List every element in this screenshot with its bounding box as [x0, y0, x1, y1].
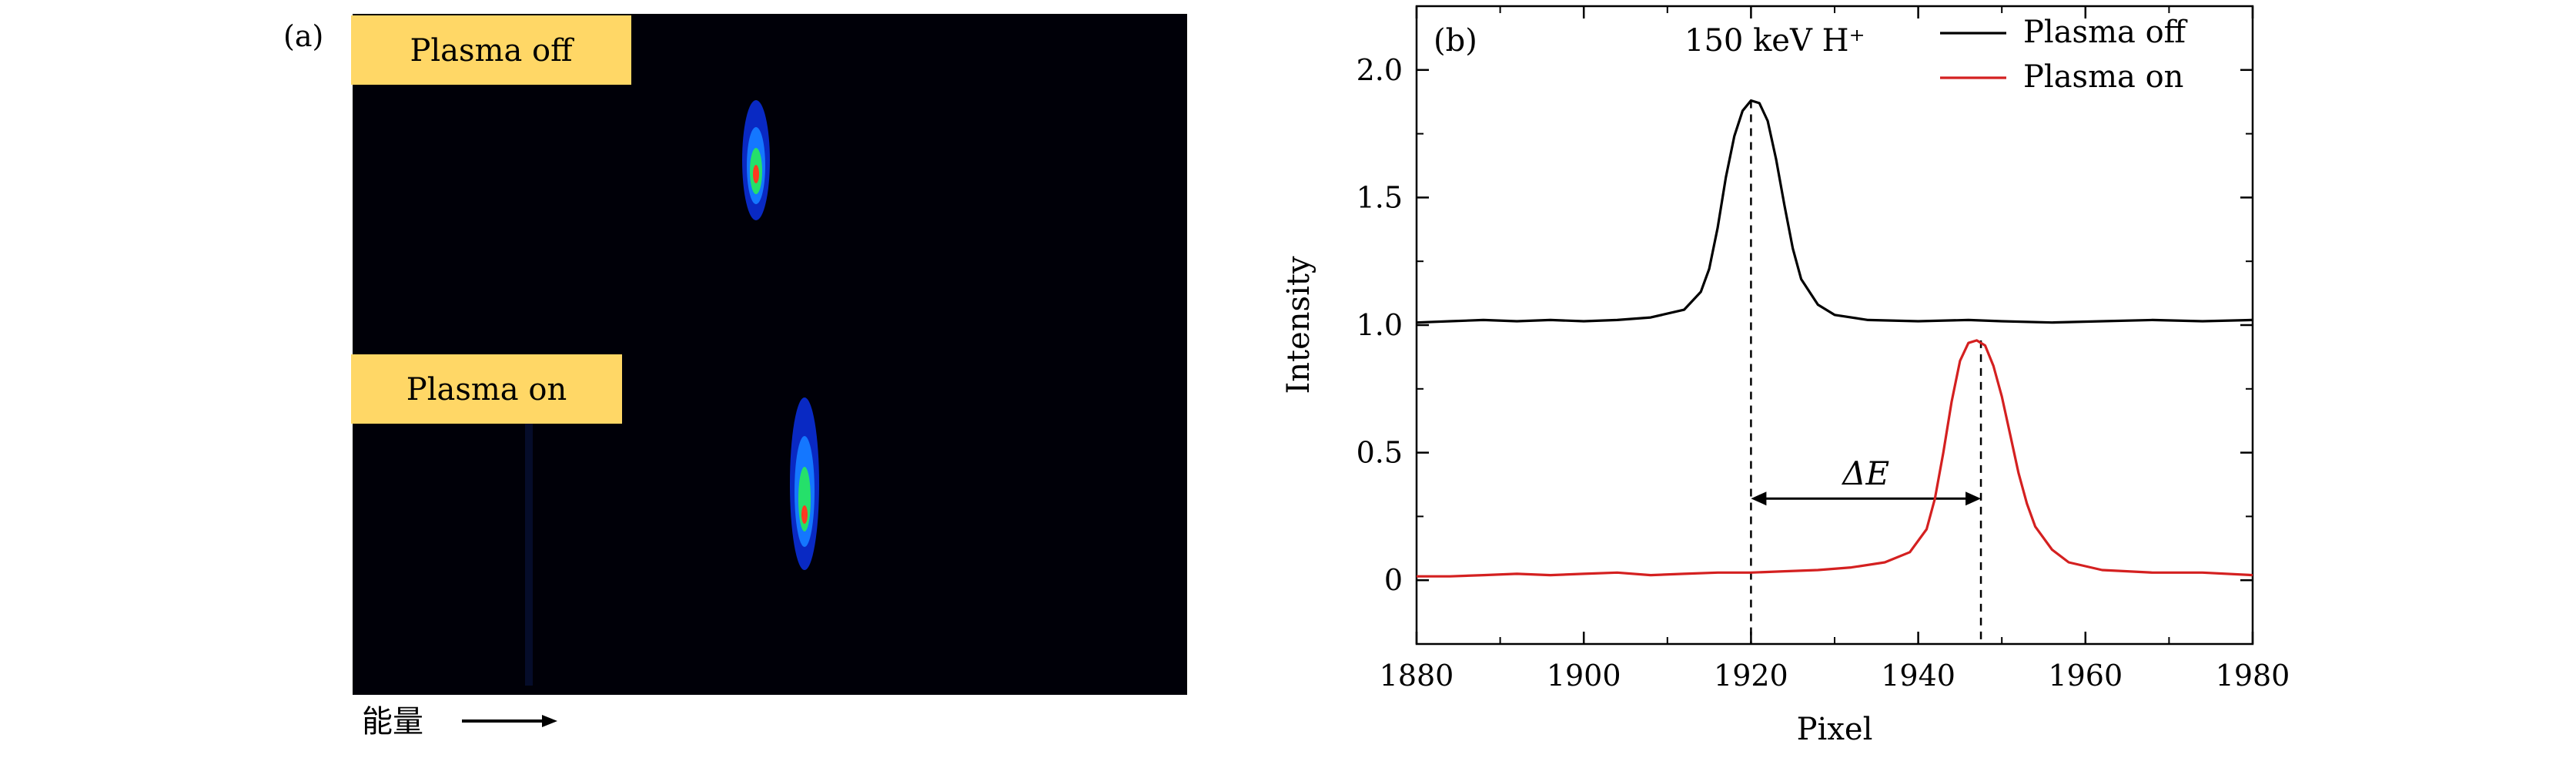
tag-plasma-off	[351, 15, 631, 85]
x-tick-label: 1920	[1714, 659, 1788, 693]
x-tick-label: 1980	[2216, 659, 2290, 693]
spot-plasma-off	[742, 100, 770, 220]
panel-a-label: (a)	[283, 19, 323, 53]
delta-arrowhead-left	[1751, 491, 1767, 506]
tag-plasma-off-text: Plasma off	[410, 33, 574, 69]
tag-plasma-on	[351, 354, 622, 424]
series-line-plasma-on	[1417, 339, 2253, 578]
x-tick-label: 1880	[1380, 659, 1454, 693]
legend: Plasma off Plasma on	[1940, 15, 2188, 95]
axis-tick-labels: 1880 1900 1920 1940 1960 1980 0 0.5 1.0 1.5 2.0	[1357, 53, 2290, 693]
y-axis-label: Intensity	[1281, 256, 1316, 394]
x-tick-label: 1960	[2048, 659, 2123, 693]
legend-entry: Plasma on	[2023, 59, 2183, 95]
x-tick-label: 1900	[1547, 659, 1621, 693]
x-tick-label: 1940	[1881, 659, 1955, 693]
beam-label: 150 keV H⁺	[1684, 23, 1865, 59]
series-line-plasma-off	[1416, 99, 2253, 324]
x-axis-label: Pixel	[1797, 712, 1873, 747]
legend-entry: Plasma off	[2023, 15, 2188, 50]
panel-b-label: (b)	[1434, 23, 1477, 59]
energy-axis-label: 能量	[362, 704, 423, 740]
plot-frame	[1415, 5, 2254, 646]
energy-axis-arrowhead	[542, 715, 557, 727]
spot-plasma-on	[790, 397, 819, 570]
annotations	[1750, 100, 1982, 644]
y-tick-label: 1.0	[1357, 308, 1403, 342]
faint-streak	[525, 401, 533, 686]
y-tick-label: 1.5	[1357, 180, 1403, 214]
series-lines	[1416, 99, 2253, 578]
y-tick-label: 0.5	[1357, 436, 1403, 470]
delta-arrowhead-right	[1965, 491, 1982, 506]
y-tick-label: 0	[1384, 563, 1403, 597]
y-tick-label: 2.0	[1357, 53, 1403, 87]
axis-ticks	[1415, 5, 2254, 645]
delta-e-label: ΔE	[1841, 454, 1889, 492]
tag-plasma-on-text: Plasma on	[406, 372, 567, 408]
intensity-chart: 1880 1900 1920 1940 1960 1980 0 0.5 1.0 1.5 2.0 Pi…	[1281, 5, 2290, 747]
